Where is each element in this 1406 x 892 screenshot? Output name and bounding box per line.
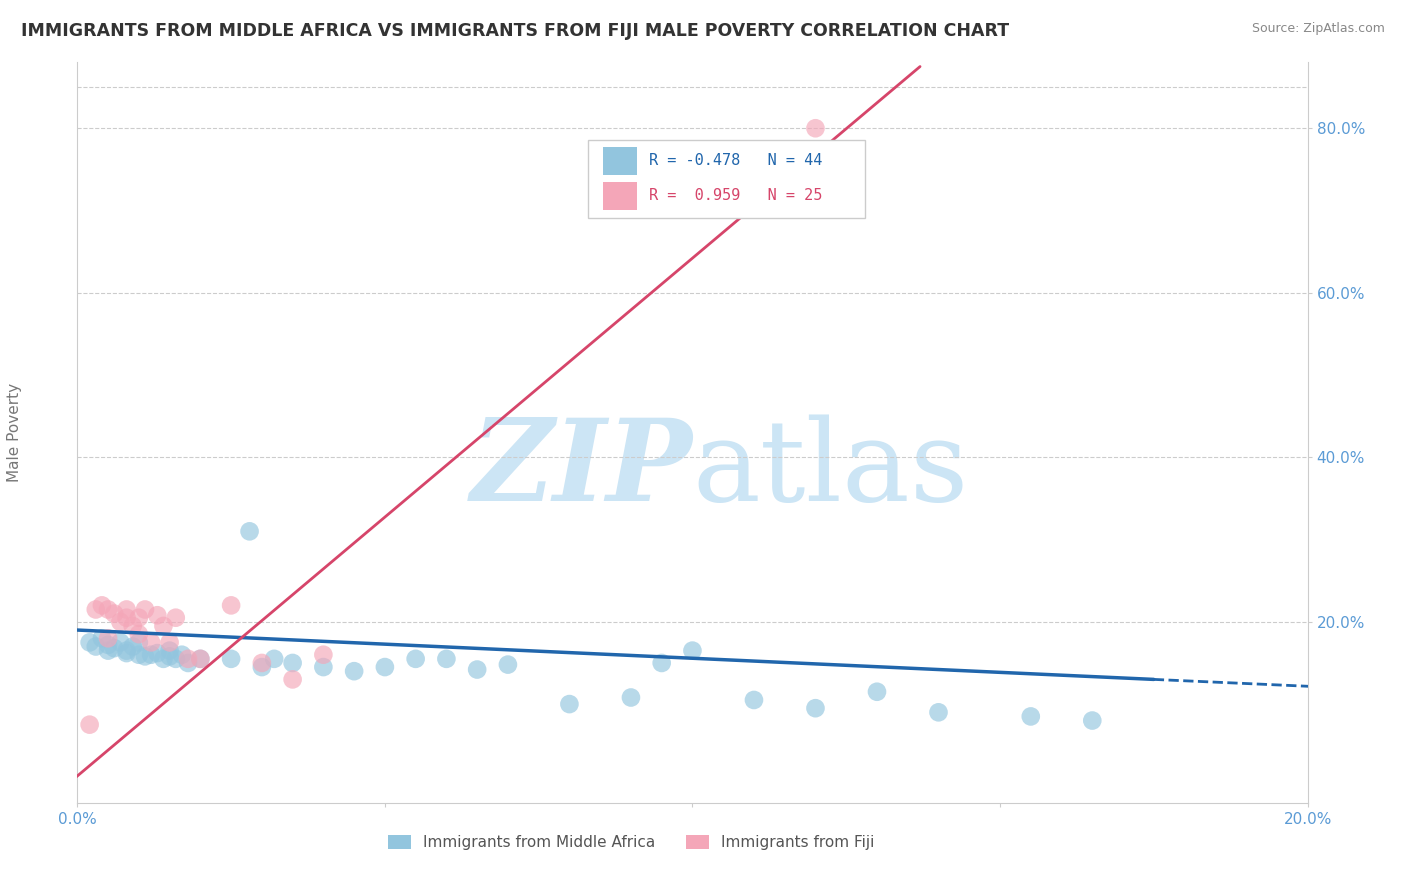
Text: Source: ZipAtlas.com: Source: ZipAtlas.com — [1251, 22, 1385, 36]
Point — [374, 660, 396, 674]
Point — [152, 619, 174, 633]
Point — [121, 640, 143, 654]
Point — [134, 649, 156, 664]
Point — [620, 690, 643, 705]
Text: R = -0.478   N = 44: R = -0.478 N = 44 — [650, 153, 823, 169]
Point — [465, 663, 488, 677]
Point — [188, 652, 212, 666]
Point — [804, 701, 827, 715]
Point — [165, 652, 187, 666]
FancyBboxPatch shape — [603, 147, 637, 175]
Point — [121, 619, 143, 633]
Point — [165, 611, 187, 625]
Point — [110, 615, 132, 629]
Point — [97, 602, 120, 616]
Point — [103, 607, 125, 621]
Point — [188, 652, 212, 666]
Point — [928, 706, 950, 720]
Point — [97, 638, 120, 652]
Point — [651, 656, 673, 670]
Point — [110, 635, 132, 649]
Point — [79, 717, 101, 731]
Point — [115, 611, 138, 625]
Point — [97, 632, 120, 646]
Point — [146, 608, 169, 623]
Point — [281, 656, 304, 670]
Point — [239, 524, 262, 539]
Point — [152, 652, 174, 666]
Point — [84, 602, 107, 616]
Y-axis label: Male Poverty: Male Poverty — [7, 383, 21, 483]
Point — [141, 635, 163, 649]
Point — [141, 648, 163, 662]
Point — [128, 611, 150, 625]
Point — [405, 652, 427, 666]
Point — [159, 635, 181, 649]
Point — [159, 649, 181, 664]
Point — [1019, 709, 1042, 723]
Point — [115, 643, 138, 657]
Point — [436, 652, 458, 666]
Point — [128, 627, 150, 641]
Point — [177, 652, 200, 666]
Point — [682, 643, 704, 657]
Point — [312, 660, 335, 674]
Point — [263, 652, 285, 666]
Point — [742, 693, 765, 707]
Point — [90, 599, 114, 613]
Text: IMMIGRANTS FROM MIDDLE AFRICA VS IMMIGRANTS FROM FIJI MALE POVERTY CORRELATION C: IMMIGRANTS FROM MIDDLE AFRICA VS IMMIGRA… — [21, 22, 1010, 40]
Point — [84, 640, 107, 654]
Point — [79, 635, 101, 649]
Point — [496, 657, 519, 672]
Point — [558, 697, 581, 711]
Point — [281, 673, 304, 687]
Point — [159, 643, 181, 657]
Text: atlas: atlas — [693, 415, 969, 524]
Point — [866, 685, 889, 699]
Point — [312, 648, 335, 662]
Point — [1081, 714, 1104, 728]
Point — [804, 121, 827, 136]
Text: R =  0.959   N = 25: R = 0.959 N = 25 — [650, 188, 823, 203]
Point — [219, 599, 242, 613]
Text: ZIP: ZIP — [471, 414, 693, 525]
Point — [177, 656, 200, 670]
Point — [250, 656, 273, 670]
Point — [115, 602, 138, 616]
Legend: Immigrants from Middle Africa, Immigrants from Fiji: Immigrants from Middle Africa, Immigrant… — [380, 828, 882, 858]
Point — [250, 660, 273, 674]
Point — [146, 646, 169, 660]
Point — [219, 652, 242, 666]
Point — [170, 648, 193, 662]
FancyBboxPatch shape — [603, 182, 637, 210]
Point — [128, 648, 150, 662]
Point — [134, 602, 156, 616]
Point — [343, 664, 366, 678]
Point — [97, 643, 120, 657]
Point — [128, 635, 150, 649]
FancyBboxPatch shape — [588, 140, 865, 218]
Point — [90, 632, 114, 646]
Point — [115, 646, 138, 660]
Point — [103, 641, 125, 656]
